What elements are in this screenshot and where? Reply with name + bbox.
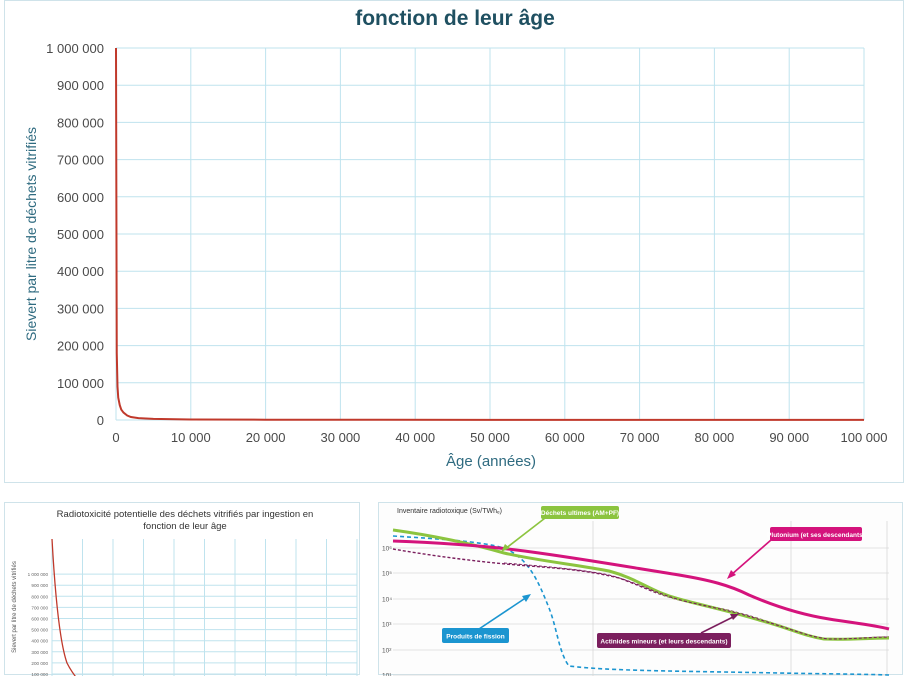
main-y-tick-label: 400 000: [57, 264, 104, 279]
produits-fission-curve: [393, 536, 889, 675]
main-y-tick-label: 300 000: [57, 301, 104, 316]
produits-label-callout: Produits de fission: [442, 594, 531, 643]
right-y-tick-label: 10²: [382, 648, 392, 655]
small-y-tick-label: 600 000: [31, 617, 48, 622]
main-x-tick-label: 60 000: [545, 430, 585, 445]
right-y-tick-label: 10¹: [382, 673, 392, 676]
main-grid: [116, 48, 864, 420]
dechets-label: Déchets ultimes (AM+PF): [541, 510, 619, 517]
actinides-label-callout: Actinides mineurs (et leurs descendants): [597, 614, 739, 648]
main-x-tick-label: 90 000: [769, 430, 809, 445]
actinides-overlay-curve: [504, 563, 889, 639]
main-x-tick-label: 40 000: [395, 430, 435, 445]
main-y-tick-label: 800 000: [57, 115, 104, 130]
right-y-tick-label: 10⁶: [382, 546, 392, 553]
small-y-tick-label: 200 000: [31, 661, 48, 666]
main-y-axis-label: Sievert par litre de déchets vitrifiés: [23, 127, 39, 341]
small-y-tick-label: 900 000: [31, 583, 48, 588]
main-y-tick-label: 900 000: [57, 78, 104, 93]
main-y-tick-label: 600 000: [57, 190, 104, 205]
small-chart-panel: Radiotoxicité potentielle des déchets vi…: [4, 502, 360, 675]
main-y-tick-label: 200 000: [57, 339, 104, 354]
plutonium-label-callout: Plutonium (et ses descendants): [727, 527, 865, 579]
small-y-axis-label: Sievert par litre de déchets vitrifiés: [12, 561, 18, 653]
main-x-tick-label: 0: [112, 430, 119, 445]
produits-label: Produits de fission: [446, 634, 505, 641]
radiotoxic-inventory-panel: Inventaire radiotoxique (Sv/TWhₑ) 10⁶ 10⁵…: [378, 502, 903, 675]
small-grid: [52, 539, 357, 676]
main-y-tick-label: 700 000: [57, 153, 104, 168]
main-chart-title: fonction de leur âge: [355, 7, 555, 30]
actinides-curve: [393, 549, 889, 639]
right-y-tick-label: 10⁵: [382, 571, 392, 578]
main-chart: fonction de leur âge 0 100 000 200 000 300 …: [5, 1, 905, 484]
main-x-tick-label: 20 000: [246, 430, 286, 445]
small-y-tick-label: 400 000: [31, 639, 48, 644]
main-x-tick-label: 100 000: [841, 430, 888, 445]
small-chart-title-line2: fonction de leur âge: [143, 521, 226, 532]
main-y-tick-label: 500 000: [57, 227, 104, 242]
small-y-tick-label: 800 000: [31, 594, 48, 599]
small-chart-title-line1: Radiotoxicité potentielle des déchets vi…: [57, 509, 314, 520]
main-x-tick-label: 80 000: [695, 430, 735, 445]
main-x-axis-label: Âge (années): [446, 453, 536, 470]
small-y-tick-label: 700 000: [31, 605, 48, 610]
small-y-tick-label: 1 000 000: [28, 572, 49, 577]
main-x-tick-label: 50 000: [470, 430, 510, 445]
main-y-tick-label: 100 000: [57, 376, 104, 391]
actinides-label: Actinides mineurs (et leurs descendants): [600, 639, 727, 646]
right-y-tick-label: 10⁴: [382, 597, 392, 604]
small-y-tick-label: 100 000: [31, 672, 48, 676]
main-x-tick-label: 10 000: [171, 430, 211, 445]
right-y-axis-label: Inventaire radiotoxique (Sv/TWhₑ): [397, 508, 502, 515]
main-y-tick-label: 1 000 000: [46, 41, 104, 56]
right-y-ticks: 10⁶ 10⁵ 10⁴ 10³ 10² 10¹: [382, 546, 392, 676]
main-y-tick-label: 0: [97, 413, 104, 428]
main-chart-panel: fonction de leur âge 0 100 000 200 000 300 …: [4, 0, 904, 483]
main-x-tick-label: 70 000: [620, 430, 660, 445]
small-y-tick-label: 500 000: [31, 628, 48, 633]
dechets-label-callout: Déchets ultimes (AM+PF): [501, 506, 619, 552]
small-y-tick-label: 300 000: [31, 650, 48, 655]
right-y-tick-label: 10³: [382, 622, 392, 629]
small-y-ticks: 100 000 200 000 300 000 400 000 500 000 600 0…: [28, 572, 49, 676]
main-x-tick-label: 30 000: [321, 430, 361, 445]
small-chart: Radiotoxicité potentielle des déchets vi…: [5, 503, 361, 676]
plutonium-label: Plutonium (et ses descendants): [767, 532, 865, 539]
main-y-ticks: 0 100 000 200 000 300 000 400 000 500 000 600 …: [46, 41, 104, 428]
main-x-ticks: 0 10 000 20 000 30 000 40 000 50 000 60 000 70 …: [112, 430, 887, 445]
radiotoxic-inventory-chart: Inventaire radiotoxique (Sv/TWhₑ) 10⁶ 10⁵…: [379, 503, 904, 676]
